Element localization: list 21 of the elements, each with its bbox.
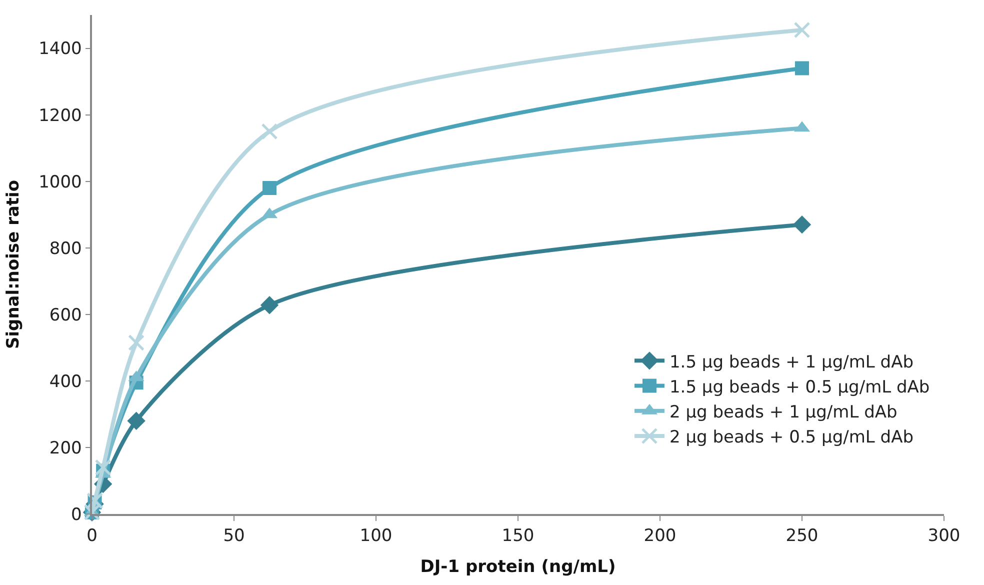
y-tick-label: 1400 xyxy=(38,39,82,60)
x-tick-label: 300 xyxy=(928,526,960,546)
y-tick-label: 800 xyxy=(49,238,82,259)
legend-label: 2 µg beads + 1 µg/mL dAb xyxy=(669,402,898,422)
y-tick-label: 400 xyxy=(49,372,82,392)
legend-label: 2 µg beads + 0.5 µg/mL dAb xyxy=(669,428,914,448)
x-axis-title: DJ-1 protein (ng/mL) xyxy=(420,557,616,578)
legend-label: 1.5 µg beads + 0.5 µg/mL dAb xyxy=(669,377,930,398)
y-tick-label: 200 xyxy=(49,438,82,458)
y-tick-label: 600 xyxy=(49,305,82,326)
y-axis-title: Signal:noise ratio xyxy=(4,180,24,350)
x-tick-label: 0 xyxy=(86,526,98,546)
x-tick-label: 50 xyxy=(223,526,245,546)
y-tick-label: 1000 xyxy=(38,172,82,192)
y-tick-label: 0 xyxy=(71,504,82,525)
legend-label: 1.5 µg beads + 1 µg/mL dAb xyxy=(669,352,914,372)
y-tick-label: 1200 xyxy=(38,106,82,126)
x-tick-label: 150 xyxy=(502,526,534,546)
x-tick-label: 200 xyxy=(644,526,676,546)
x-tick-label: 250 xyxy=(786,526,818,546)
x-tick-label: 100 xyxy=(360,526,392,546)
